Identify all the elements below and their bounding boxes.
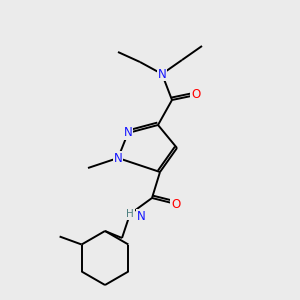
Text: O: O — [171, 197, 181, 211]
Text: N: N — [124, 127, 132, 140]
Text: N: N — [136, 209, 146, 223]
Text: O: O — [191, 88, 201, 101]
Text: N: N — [114, 152, 122, 164]
Text: N: N — [158, 68, 166, 80]
Text: H: H — [126, 209, 134, 219]
